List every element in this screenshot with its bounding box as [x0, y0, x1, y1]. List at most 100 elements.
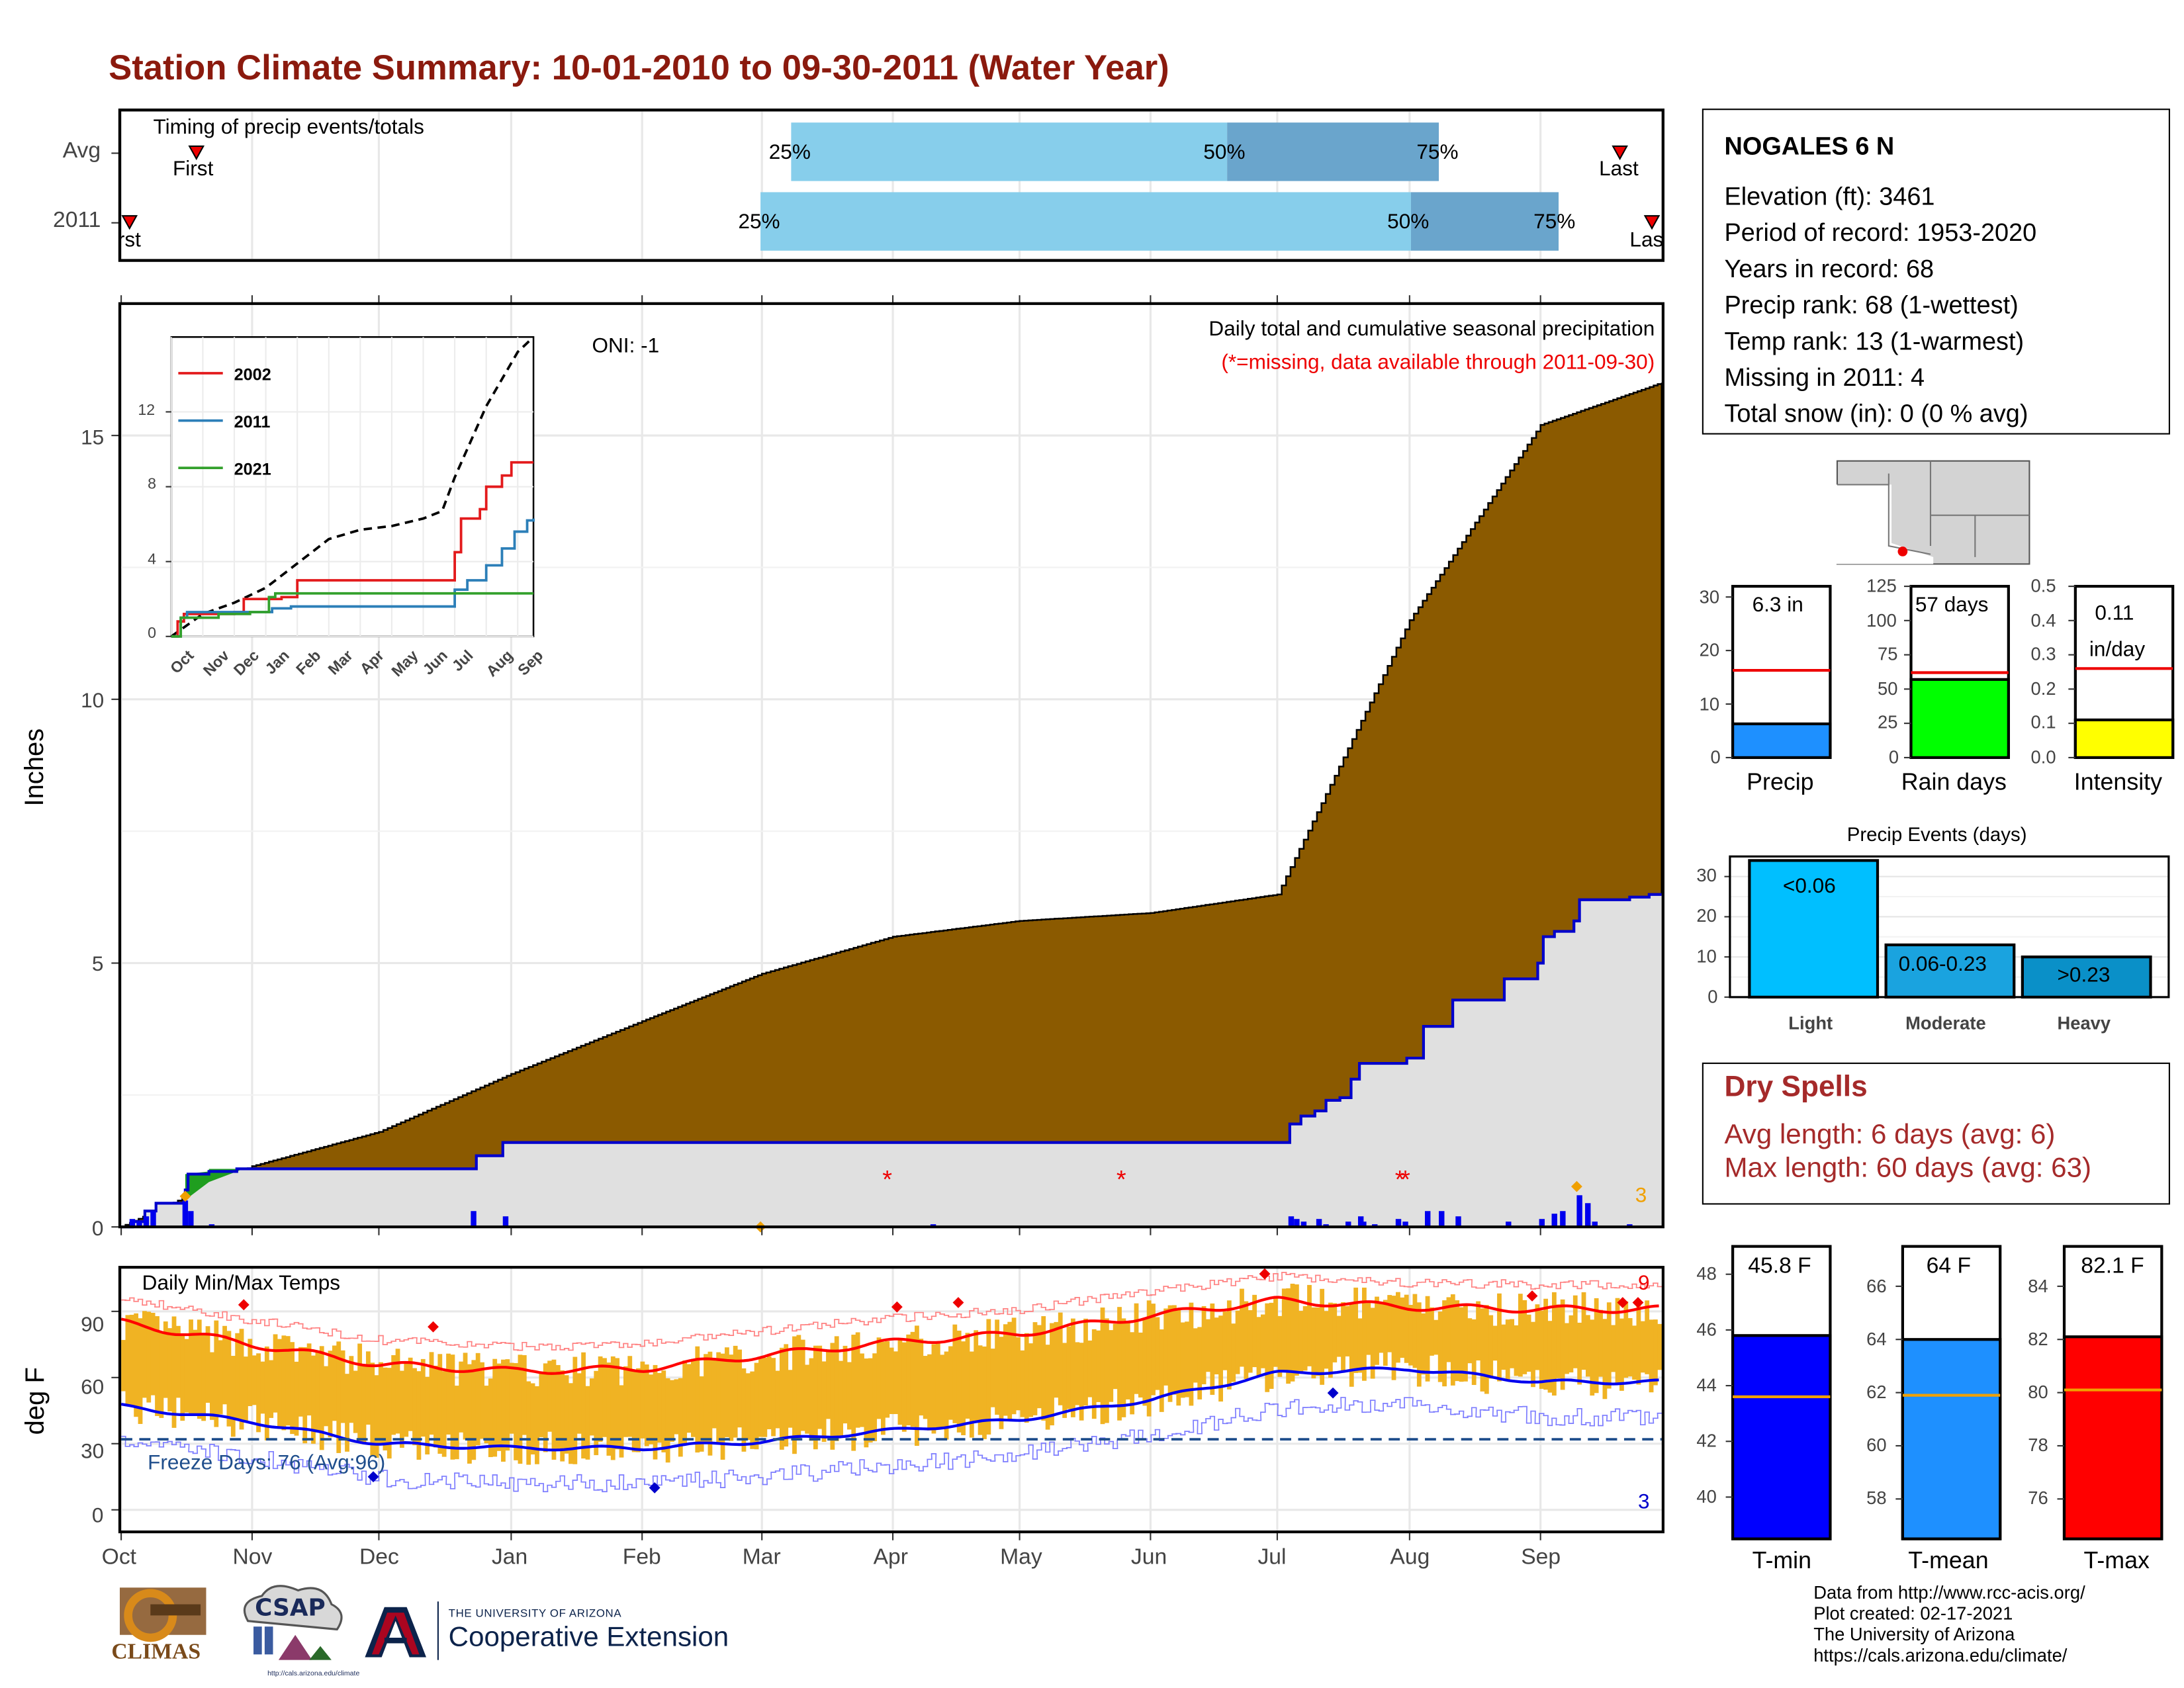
temp-chart — [111, 1266, 1664, 1540]
dry-spells-box — [1702, 1062, 2170, 1205]
daily-temp-bar — [210, 1352, 214, 1420]
daily-temp-bar — [665, 1378, 670, 1463]
daily-temp-bar — [387, 1368, 392, 1459]
daily-temp-bar — [594, 1370, 599, 1456]
daily-temp-bar — [1606, 1302, 1612, 1389]
events-chart — [1724, 855, 2170, 999]
daily-temp-bar — [1193, 1328, 1198, 1383]
mini-bar-precip — [1731, 722, 1832, 760]
temp-title: Daily Min/Max Temps — [142, 1271, 341, 1296]
daily-temp-bar — [1180, 1322, 1185, 1398]
daily-temp-bar — [1226, 1300, 1232, 1390]
daily-temp-bar — [978, 1345, 983, 1435]
daily-temp-bar — [1294, 1284, 1299, 1376]
daily-temp-bar — [737, 1349, 742, 1428]
daily-temp-bar — [1353, 1287, 1359, 1373]
daily-temp-bar — [1412, 1294, 1418, 1368]
daily-temp-bar — [1096, 1330, 1101, 1402]
mini-ytick-label: 0.1 — [2030, 712, 2056, 733]
daily-temp-bar — [298, 1347, 303, 1417]
events-frame — [1729, 855, 2170, 999]
daily-temp-bar — [1020, 1350, 1025, 1417]
daily-temp-bar — [855, 1332, 860, 1428]
daily-precip-bar — [1560, 1211, 1566, 1227]
daily-temp-bar — [564, 1375, 569, 1454]
daily-temp-bar — [306, 1343, 312, 1416]
precip-caption-missing: (*=missing, data available through 2011-… — [1221, 351, 1655, 375]
daily-temp-bar — [496, 1363, 502, 1451]
daily-temp-bar — [674, 1379, 679, 1435]
daily-temp-bar — [340, 1350, 345, 1423]
daily-temp-bar — [581, 1352, 586, 1459]
intensity-bar-value-unit: in/day — [2089, 637, 2146, 662]
year-p75: 75% — [1533, 210, 1576, 234]
avg-min-line — [120, 1366, 1659, 1452]
daily-temp-bar — [539, 1371, 544, 1437]
daily-temp-bar — [1531, 1321, 1535, 1388]
daily-temp-bar — [1328, 1302, 1333, 1378]
daily-temp-bar — [1197, 1327, 1203, 1399]
daily-temp-bar — [146, 1311, 152, 1403]
daily-temp-bar — [1083, 1318, 1088, 1406]
daily-temp-bar — [598, 1356, 603, 1442]
daily-temp-bar — [437, 1354, 443, 1454]
daily-temp-bar — [576, 1373, 582, 1434]
daily-temp-bar — [805, 1364, 810, 1434]
event-bar-label-light: <0.06 — [1782, 874, 1836, 899]
timing-chart — [111, 109, 1664, 262]
daily-temp-bar — [1104, 1318, 1109, 1423]
daily-temp-bar — [897, 1339, 903, 1425]
record-low-line — [121, 1397, 1662, 1493]
daily-temp-bar — [1627, 1318, 1633, 1377]
daily-temp-bar — [1446, 1297, 1451, 1362]
daily-temp-bar — [1302, 1306, 1308, 1371]
daily-temp-bar — [1146, 1300, 1152, 1417]
daily-temp-bar — [741, 1368, 747, 1452]
daily-temp-bar — [766, 1356, 772, 1429]
missing-marker: * — [882, 1166, 892, 1194]
daily-temp-bar — [1214, 1317, 1219, 1375]
daily-temp-bar — [1176, 1309, 1181, 1406]
daily-temp-bar — [1459, 1307, 1464, 1382]
mini-ytick-label: 100 — [1866, 609, 1897, 631]
temp-bar-ytick-label: 80 — [2028, 1381, 2048, 1403]
daily-temp-bar — [264, 1346, 269, 1441]
daily-temp-bar — [1480, 1308, 1485, 1392]
daily-temp-bar — [830, 1343, 835, 1450]
daily-temp-bar — [1315, 1307, 1320, 1376]
daily-temp-bar — [1201, 1306, 1206, 1384]
daily-temp-bar — [1602, 1319, 1608, 1399]
daily-temp-bar — [1425, 1296, 1430, 1382]
daily-precip-bar — [1402, 1222, 1408, 1227]
daily-temp-bar — [1488, 1315, 1494, 1379]
daily-precip-bar — [188, 1211, 194, 1227]
oni-label: ONI: -1 — [592, 334, 660, 358]
daily-temp-bar — [408, 1357, 413, 1431]
tmax-value: 82.1 F — [2081, 1255, 2144, 1279]
daily-temp-bar — [653, 1364, 658, 1460]
daily-temp-bar — [201, 1333, 206, 1421]
daily-temp-bar — [931, 1344, 936, 1434]
daily-temp-bar — [1590, 1319, 1595, 1396]
tmean-label: T-mean — [1908, 1547, 1989, 1574]
temp-bar-ytick-label: 66 — [1866, 1275, 1887, 1296]
daily-temp-bar — [640, 1361, 645, 1439]
daily-temp-bar — [868, 1358, 873, 1443]
daily-temp-bar — [1556, 1304, 1561, 1378]
daily-temp-bar — [771, 1358, 776, 1437]
precip-count-label: 3 — [1635, 1183, 1647, 1208]
daily-temp-bar — [484, 1386, 489, 1444]
daily-temp-bar — [615, 1358, 620, 1450]
intensity-bar-value: 0.11 — [2095, 601, 2134, 625]
daily-temp-bar — [1357, 1318, 1363, 1373]
daily-temp-bar — [1024, 1333, 1029, 1423]
daily-temp-bar — [1273, 1298, 1278, 1367]
avg-timing-bar-50-75 — [1227, 122, 1439, 181]
daily-temp-bar — [1366, 1300, 1371, 1355]
daily-temp-bar — [1286, 1288, 1291, 1384]
daily-temp-bar — [725, 1347, 729, 1437]
daily-temp-bar — [311, 1355, 316, 1444]
daily-temp-bar — [1007, 1321, 1013, 1419]
year-timing-bar-50-75 — [1410, 192, 1559, 251]
mini-ytick-label: 0.4 — [2030, 609, 2056, 631]
